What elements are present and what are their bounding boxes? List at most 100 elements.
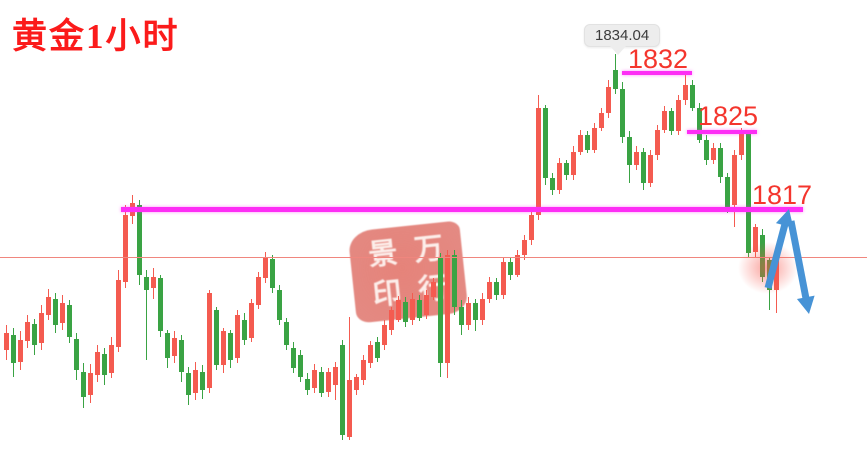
candle bbox=[368, 345, 373, 364]
candle bbox=[277, 290, 282, 320]
candle bbox=[718, 147, 723, 178]
candle bbox=[536, 107, 541, 215]
candle-wick bbox=[146, 270, 147, 360]
candle bbox=[375, 342, 380, 358]
candle bbox=[508, 262, 513, 275]
candle bbox=[641, 151, 646, 183]
level-line-1817 bbox=[121, 207, 803, 212]
candle bbox=[109, 345, 114, 374]
candle bbox=[634, 151, 639, 166]
candle bbox=[697, 107, 702, 140]
candle bbox=[669, 111, 674, 132]
candle bbox=[207, 293, 212, 388]
candle bbox=[39, 313, 44, 344]
candle bbox=[613, 70, 618, 89]
candle bbox=[354, 377, 359, 390]
candle bbox=[361, 359, 366, 380]
candle bbox=[655, 129, 660, 156]
candle bbox=[263, 257, 268, 279]
candle bbox=[32, 324, 37, 346]
candle bbox=[389, 310, 394, 330]
candle bbox=[249, 303, 254, 338]
candle bbox=[578, 135, 583, 152]
candle bbox=[179, 339, 184, 372]
candle bbox=[144, 276, 149, 291]
candle bbox=[522, 240, 527, 255]
candle bbox=[515, 254, 520, 275]
candle bbox=[67, 304, 72, 337]
candle bbox=[452, 254, 457, 307]
candle bbox=[382, 325, 387, 346]
candle bbox=[4, 333, 9, 350]
candle bbox=[137, 204, 142, 275]
candle bbox=[81, 371, 86, 398]
candle bbox=[676, 100, 681, 132]
candle bbox=[585, 135, 590, 150]
candle bbox=[305, 378, 310, 390]
candle bbox=[410, 298, 415, 320]
candle bbox=[550, 178, 555, 190]
candle bbox=[193, 369, 198, 394]
level-line-1825 bbox=[687, 130, 757, 134]
candle bbox=[529, 214, 534, 241]
level-label-1832: 1832 bbox=[628, 44, 689, 74]
candle bbox=[564, 163, 569, 176]
candle bbox=[60, 303, 65, 324]
candle bbox=[627, 136, 632, 166]
candle bbox=[158, 278, 163, 332]
candle bbox=[501, 262, 506, 295]
candle bbox=[228, 333, 233, 360]
candle bbox=[487, 282, 492, 299]
candle bbox=[200, 371, 205, 390]
candle bbox=[46, 296, 51, 315]
candle bbox=[340, 345, 345, 436]
candle bbox=[431, 282, 436, 297]
candle-wick bbox=[349, 316, 350, 441]
candle bbox=[417, 300, 422, 318]
price-tooltip: 1834.04 bbox=[584, 24, 661, 55]
candle bbox=[732, 155, 737, 206]
candle bbox=[214, 310, 219, 366]
candle bbox=[319, 371, 324, 393]
candle bbox=[151, 276, 156, 289]
candle bbox=[298, 355, 303, 378]
candle bbox=[396, 300, 401, 320]
candle bbox=[683, 84, 688, 101]
candle bbox=[690, 84, 695, 108]
level-label-1825: 1825 bbox=[698, 101, 759, 131]
candle bbox=[116, 280, 121, 347]
candle bbox=[494, 282, 499, 295]
current-price-line bbox=[0, 257, 867, 258]
candle bbox=[347, 379, 352, 438]
candle bbox=[74, 338, 79, 370]
tooltip-value: 1834.04 bbox=[595, 27, 650, 44]
candle bbox=[606, 86, 611, 114]
candle bbox=[284, 322, 289, 346]
candle bbox=[333, 367, 338, 386]
level-line-1832 bbox=[622, 71, 692, 75]
candle bbox=[725, 177, 730, 208]
candle bbox=[599, 113, 604, 128]
candle bbox=[459, 306, 464, 326]
candle bbox=[480, 298, 485, 320]
candle bbox=[242, 319, 247, 340]
page-title: 黄金1小时 bbox=[12, 17, 180, 56]
candle bbox=[186, 373, 191, 396]
candle bbox=[620, 88, 625, 137]
candle bbox=[662, 111, 667, 130]
candle bbox=[172, 337, 177, 357]
candle bbox=[18, 339, 23, 362]
candle bbox=[221, 331, 226, 366]
candle bbox=[11, 335, 16, 364]
candle bbox=[95, 352, 100, 376]
candle bbox=[312, 369, 317, 388]
candle bbox=[445, 254, 450, 364]
level-label-1817: 1817 bbox=[752, 180, 813, 210]
candle bbox=[102, 354, 107, 376]
candle bbox=[592, 127, 597, 150]
candle bbox=[466, 303, 471, 326]
candle bbox=[326, 371, 331, 392]
candle bbox=[473, 303, 478, 320]
